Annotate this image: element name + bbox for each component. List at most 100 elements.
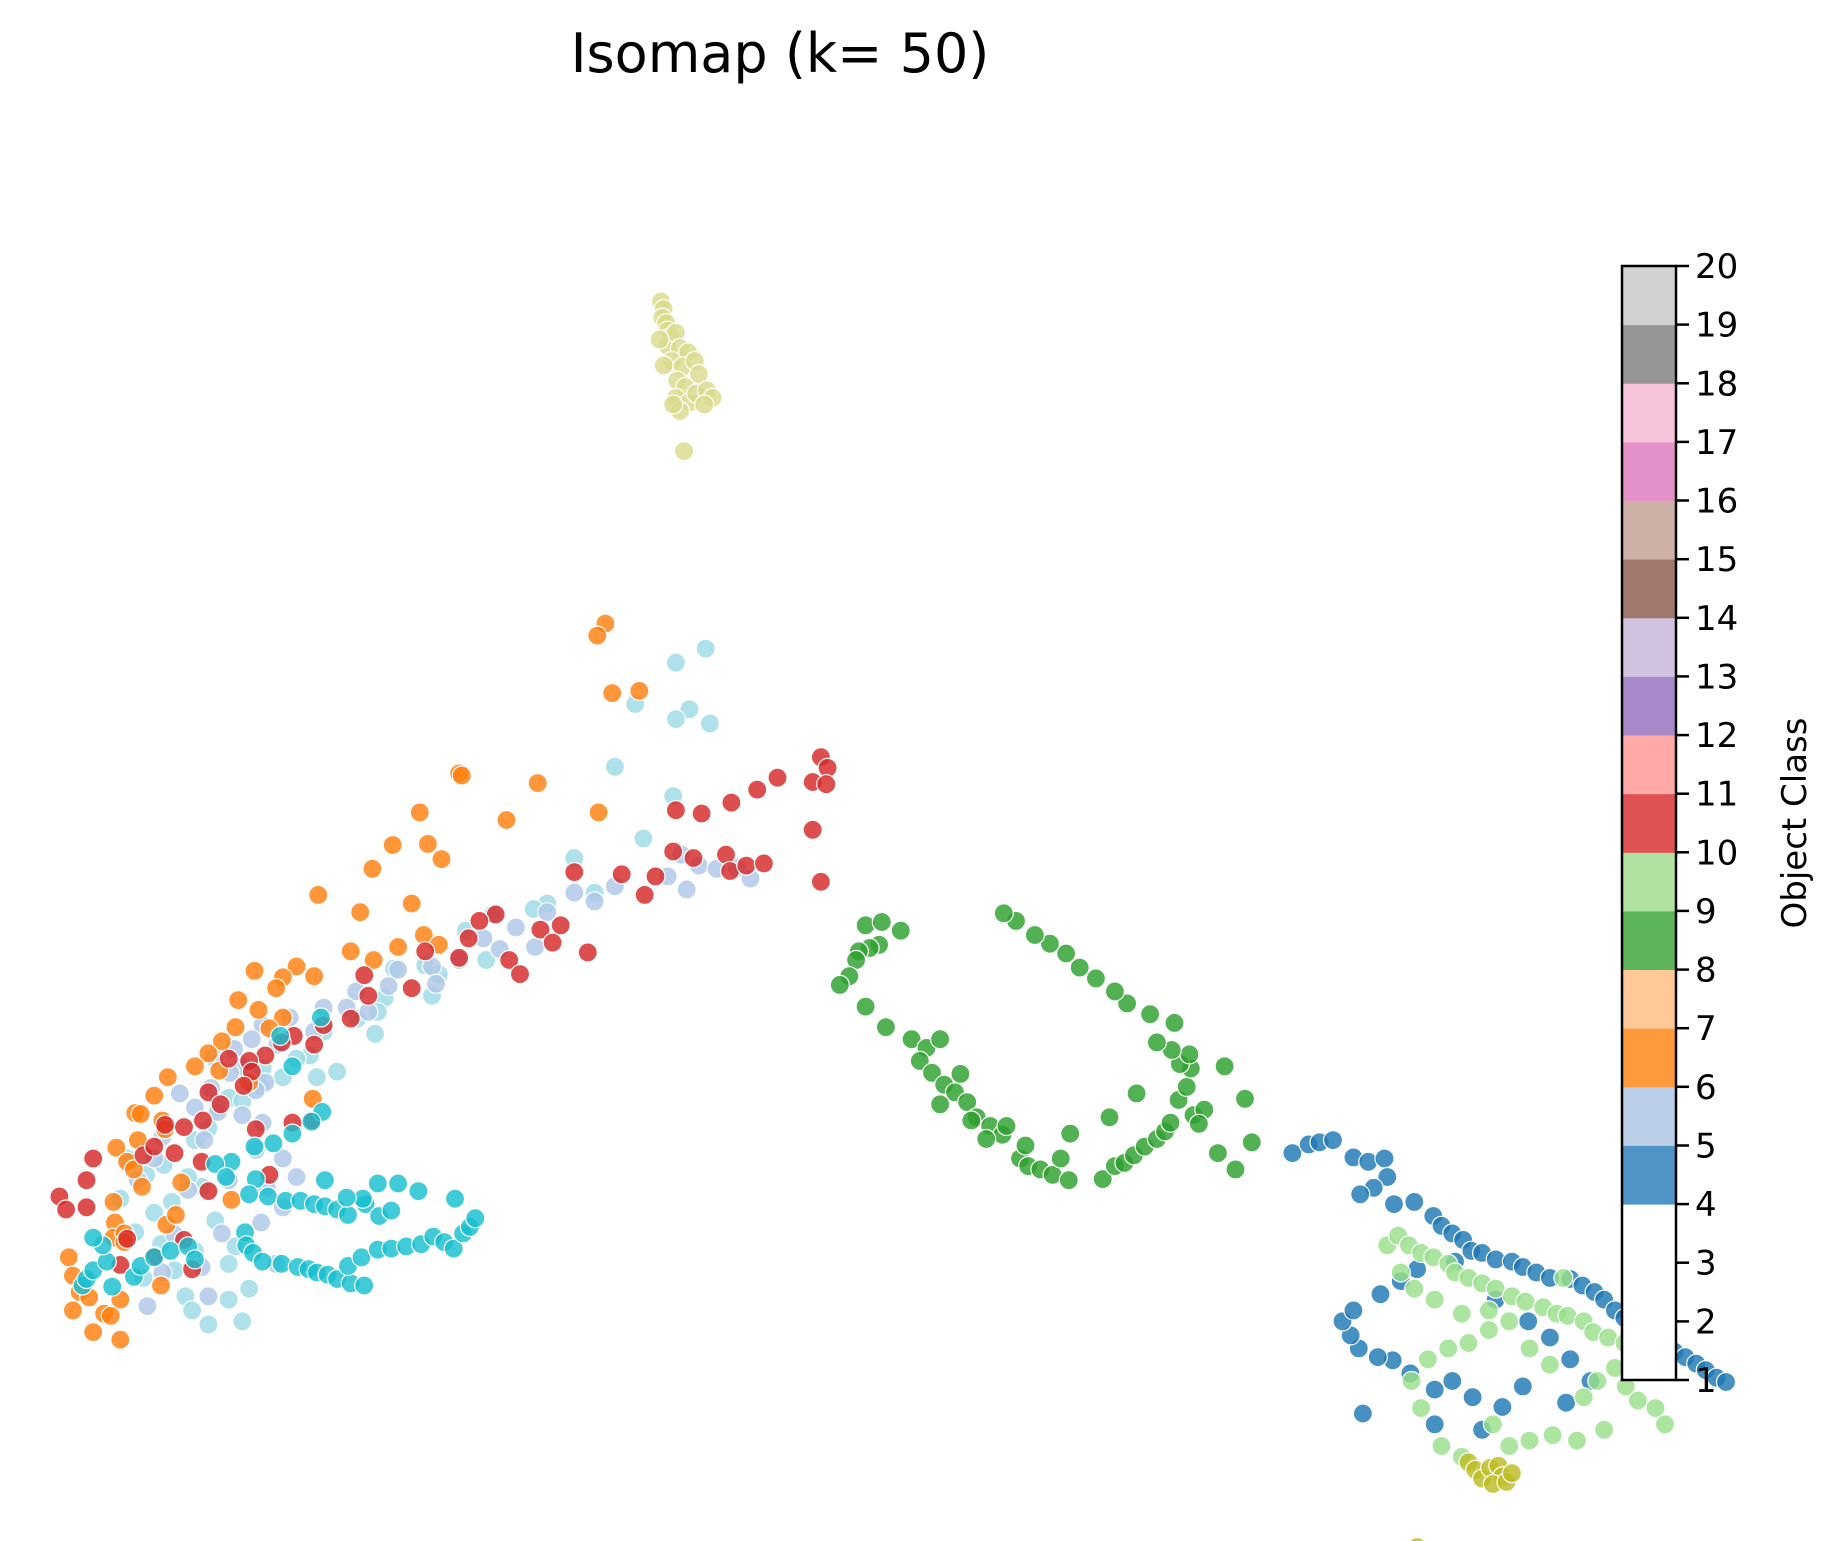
point-class-8: [1515, 1291, 1536, 1312]
point-class-6: [184, 1056, 205, 1077]
colorbar-frame: [1620, 264, 1678, 1382]
point-class-4: [1560, 1349, 1581, 1370]
colorbar-band-4: [1622, 1145, 1676, 1205]
point-class-18: [314, 1170, 335, 1191]
colorbar-tick-label-14: 14: [1695, 599, 1738, 639]
point-class-18: [443, 1238, 464, 1259]
colorbar-band-5: [1622, 1086, 1676, 1146]
point-class-6: [228, 989, 249, 1011]
colorbar-band-19: [1622, 266, 1676, 326]
point-class-18: [408, 1180, 429, 1202]
point-class-18: [160, 1240, 181, 1261]
colorbar-tick-label-7: 7: [1695, 1009, 1717, 1049]
point-class-4: [1343, 1300, 1364, 1321]
point-class-8: [1499, 1435, 1520, 1457]
point-class-7: [909, 1050, 930, 1072]
point-class-17: [673, 441, 695, 462]
point-class-5: [388, 959, 409, 980]
point-class-6: [58, 1247, 79, 1268]
colorbar-band-1: [1622, 1204, 1676, 1381]
point-class-7: [1139, 1004, 1161, 1025]
point-class-6: [248, 999, 269, 1021]
point-class-4: [1367, 1346, 1388, 1368]
point-class-8: [1654, 1414, 1676, 1435]
point-class-9: [144, 1136, 165, 1157]
point-class-7: [890, 920, 911, 941]
point-class-19: [665, 652, 687, 673]
point-class-8: [1627, 1390, 1649, 1411]
point-class-9: [665, 800, 687, 821]
point-class-5: [537, 902, 558, 923]
point-class-6: [587, 625, 608, 646]
point-class-7: [871, 911, 892, 933]
point-class-4: [1404, 1191, 1425, 1213]
colorbar-band-9: [1622, 852, 1676, 912]
point-class-8: [1404, 1278, 1425, 1299]
point-class-7: [1164, 1012, 1185, 1034]
point-class-8: [1478, 1300, 1500, 1321]
point-class-17: [694, 394, 715, 415]
point-class-18: [388, 1173, 409, 1194]
point-class-7: [1060, 1123, 1081, 1144]
point-class-19: [327, 1061, 348, 1082]
point-class-7: [950, 1063, 971, 1085]
colorbar-tick-label-2: 2: [1695, 1302, 1717, 1342]
point-class-9: [509, 963, 531, 985]
point-class-17: [663, 394, 684, 415]
point-class-9: [198, 1180, 219, 1202]
point-class-6: [382, 834, 403, 856]
point-class-5: [241, 1029, 262, 1050]
point-class-7: [1234, 1088, 1256, 1109]
point-class-6: [62, 1300, 84, 1321]
point-class-6: [103, 1191, 124, 1213]
point-class-8: [1482, 1414, 1504, 1435]
point-class-6: [308, 884, 329, 906]
colorbar-tick-label-16: 16: [1695, 482, 1738, 522]
point-class-7: [996, 1115, 1017, 1137]
colorbar-tick-label-15: 15: [1695, 540, 1738, 580]
point-class-6: [165, 1204, 186, 1226]
point-class-7: [1039, 933, 1061, 954]
point-class-7: [1160, 1112, 1181, 1133]
colorbar-tick-label-5: 5: [1695, 1127, 1717, 1167]
point-class-8: [1593, 1419, 1615, 1440]
colorbar-band-7: [1622, 969, 1676, 1029]
point-class-9: [767, 767, 788, 788]
colorbar-tick-label-11: 11: [1695, 775, 1738, 815]
point-class-8: [1542, 1425, 1563, 1446]
point-class-19: [699, 713, 720, 734]
point-class-7: [855, 996, 876, 1017]
point-class-9: [663, 841, 684, 862]
point-class-6: [244, 960, 265, 981]
point-class-6: [123, 1159, 144, 1180]
point-class-7: [1069, 957, 1090, 978]
point-class-8: [1519, 1430, 1540, 1451]
point-class-6: [340, 941, 361, 962]
point-class-4: [1377, 1166, 1398, 1188]
point-class-9: [810, 871, 832, 892]
point-class-9: [550, 915, 571, 936]
point-class-6: [496, 809, 517, 831]
point-class-19: [679, 699, 700, 720]
point-class-7: [855, 915, 876, 936]
point-class-4: [1442, 1370, 1463, 1392]
point-class-7: [1050, 1148, 1071, 1169]
point-class-19: [365, 1023, 386, 1044]
point-class-6: [304, 966, 325, 987]
point-class-9: [747, 779, 768, 800]
point-class-18: [83, 1227, 104, 1248]
colorbar-tick-label-20: 20: [1695, 247, 1738, 287]
colorbar-tick-label-4: 4: [1695, 1185, 1717, 1225]
point-class-8: [1645, 1397, 1666, 1419]
point-class-7: [976, 1128, 997, 1150]
point-class-4: [1518, 1311, 1539, 1332]
point-class-9: [564, 861, 585, 883]
point-class-9: [449, 947, 470, 968]
point-class-7: [875, 1017, 897, 1038]
point-class-19: [218, 1289, 239, 1310]
point-class-18: [239, 1184, 260, 1205]
point-class-18: [184, 1249, 205, 1270]
point-class-8: [1401, 1370, 1422, 1392]
